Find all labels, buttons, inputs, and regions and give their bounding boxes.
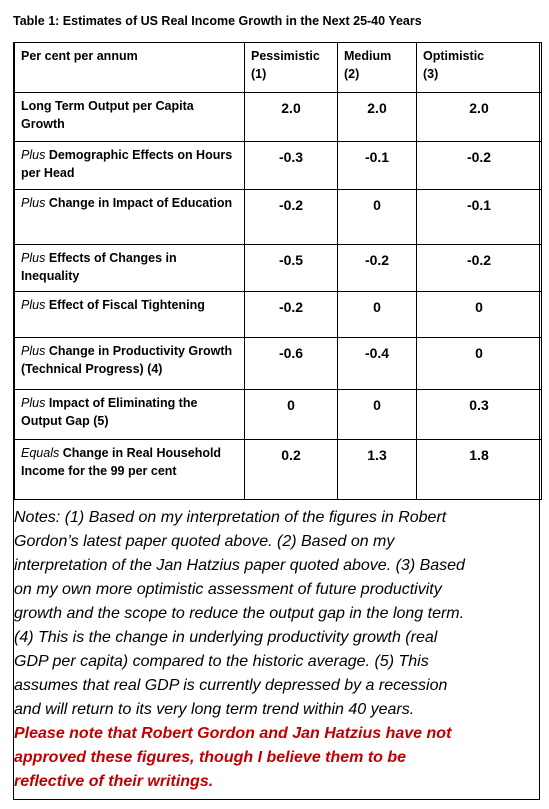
value-cell: 1.8 (416, 439, 542, 500)
table-title: Table 1: Estimates of US Real Income Gro… (13, 14, 422, 28)
row-text: Long Term Output per Capita Growth (21, 99, 194, 131)
row-prefix: Plus (21, 196, 46, 210)
row-text: Effects of Changes in Inequality (21, 251, 177, 283)
value-cell: -0.4 (337, 337, 417, 390)
header-cell: Pessimistic (1) (244, 42, 338, 93)
table-box: Per cent per annum Pessimistic (1) Medium (2… (13, 42, 542, 800)
header-cell: Per cent per annum (14, 42, 245, 93)
row-text: Demographic Effects on Hours per Head (21, 148, 233, 180)
header-row: Per cent per annum Pessimistic (1) Medium (2… (14, 42, 542, 93)
table-row: Long Term Output per Capita Growth 2.0 2.0… (14, 92, 542, 142)
column-name: Pessimistic (251, 49, 320, 63)
column-note: (3) (423, 67, 439, 81)
value-cell: -0.2 (244, 291, 338, 338)
row-text: Change in Impact of Education (48, 196, 233, 210)
column-note: (2) (344, 67, 360, 81)
note-line: assumes that real GDP is currently depre… (14, 677, 448, 694)
column-name: Medium (344, 49, 392, 63)
value-cell: -0.2 (337, 244, 417, 292)
table-row: Plus Change in Productivity Growth (Tech… (14, 337, 542, 390)
value-cell: 0 (337, 291, 417, 338)
table-row: Plus Effect of Fiscal Tightening -0.2 0 0 (14, 291, 542, 338)
note-line: and will return to its very long term tr… (14, 701, 415, 718)
value-cell: 0 (416, 291, 542, 338)
value-cell: -0.6 (244, 337, 338, 390)
row-prefix: Plus (21, 148, 46, 162)
row-label: Plus Impact of Eliminating the Output Ga… (14, 389, 245, 440)
column-name: Optimistic (423, 49, 485, 63)
value-cell: 0 (416, 337, 542, 390)
row-label: Plus Change in Productivity Growth (Tech… (14, 337, 245, 390)
table-row: Plus Impact of Eliminating the Output Ga… (14, 389, 542, 440)
value-cell: 2.0 (337, 92, 417, 142)
value-cell: 2.0 (244, 92, 338, 142)
row-prefix: Plus (21, 344, 46, 358)
disclaimer-line: approved these figures, though I believe… (14, 749, 407, 766)
header-cell: Optimistic (3) (416, 42, 542, 93)
value-cell: -0.1 (337, 141, 417, 190)
table-row: Plus Change in Impact of Education -0.2 0-… (14, 189, 542, 245)
value-cell: -0.1 (416, 189, 542, 245)
disclaimer-line: reflective of their writings. (14, 773, 214, 790)
table-row: Plus Effects of Changes in Inequality -0.… (14, 244, 542, 292)
value-cell: 0 (337, 389, 417, 440)
header-cell: Medium (2) (337, 42, 417, 93)
row-label: Plus Effects of Changes in Inequality (14, 244, 245, 292)
column-note: (1) (251, 67, 267, 81)
row-label: Equals Change in Real Household Income f… (14, 439, 245, 500)
row-text: Change in Real Household Income for the … (21, 446, 222, 478)
value-cell: -0.2 (416, 244, 542, 292)
row-label: Plus Effect of Fiscal Tightening (14, 291, 245, 338)
row-text: Change in Productivity Growth (Technical… (21, 344, 233, 376)
note-line: (4) This is the change in underlying pro… (14, 629, 438, 646)
note-line: GDP per capita) compared to the historic… (14, 653, 429, 670)
note-line: Notes: (1) Based on my interpretation of… (14, 509, 447, 526)
note-line: growth and the scope to reduce the outpu… (14, 605, 465, 622)
value-cell: -0.3 (244, 141, 338, 190)
value-cell: -0.2 (416, 141, 542, 190)
value-cell: 0 (244, 389, 338, 440)
row-label: Long Term Output per Capita Growth (14, 92, 245, 142)
row-prefix: Equals (21, 446, 60, 460)
table: Per cent per annum Pessimistic (1) Medium (2… (14, 42, 542, 500)
note-line: interpretation of the Jan Hatzius paper … (14, 557, 465, 574)
row-text: Effect of Fiscal Tightening (48, 298, 205, 312)
value-cell: -0.2 (244, 189, 338, 245)
row-label: Plus Demographic Effects on Hours per He… (14, 141, 245, 190)
row-text: Impact of Eliminating the Output Gap (5) (21, 396, 198, 428)
row-prefix: Plus (21, 396, 46, 410)
value-cell: 0.3 (416, 389, 542, 440)
value-cell: 0 (337, 189, 417, 245)
value-cell: 2.0 (416, 92, 542, 142)
disclaimer-line: Please note that Robert Gordon and Jan H… (14, 725, 452, 742)
value-cell: -0.5 (244, 244, 338, 292)
value-cell: 1.3 (337, 439, 417, 500)
table-row: Equals Change in Real Household Income f… (14, 439, 542, 500)
note-line: on my own more optimistic assessment of … (14, 581, 442, 598)
row-prefix: Plus (21, 298, 46, 312)
row-prefix: Plus (21, 251, 46, 265)
row-label: Plus Change in Impact of Education (14, 189, 245, 245)
note-line: Gordon’s latest paper quoted above. (2) … (14, 533, 395, 550)
value-cell: 0.2 (244, 439, 338, 500)
notes: Notes: (1) Based on my interpretation of… (14, 500, 539, 794)
table-row: Plus Demographic Effects on Hours per He… (14, 141, 542, 190)
